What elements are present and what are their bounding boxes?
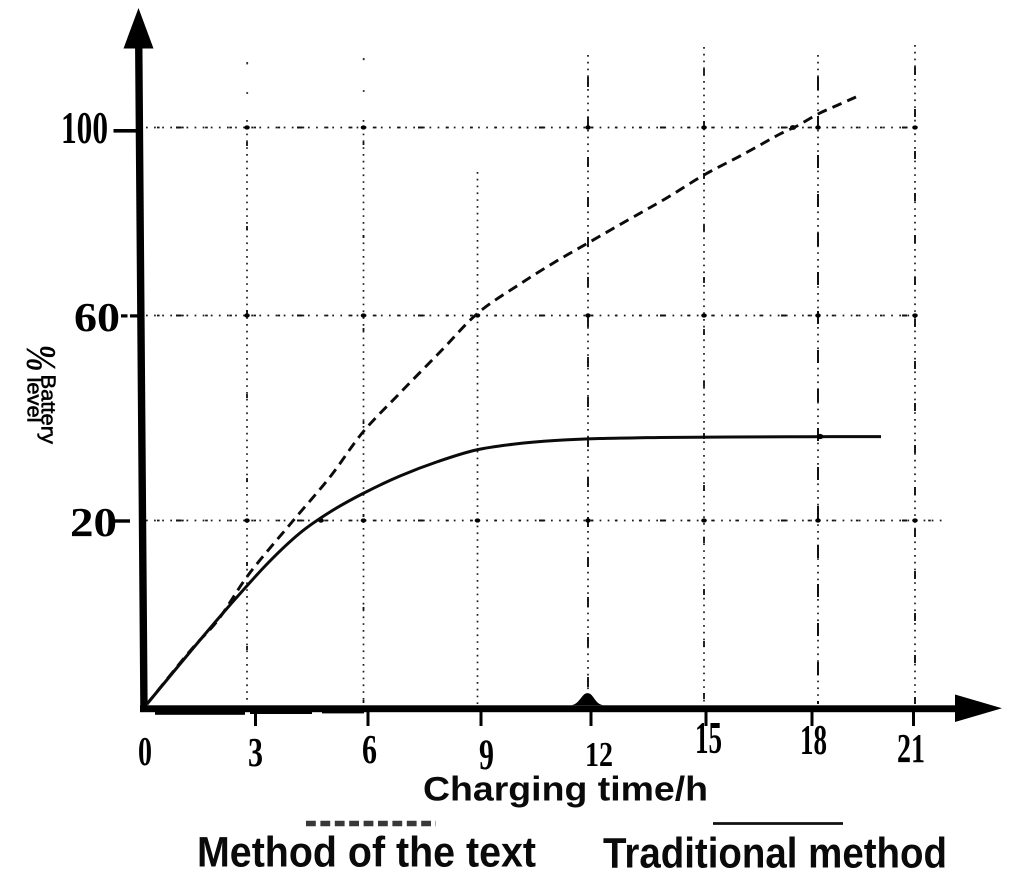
svg-text:18: 18 (800, 717, 827, 764)
svg-text:%: % (17, 345, 63, 372)
svg-text:20: 20 (70, 500, 117, 545)
svg-text:Traditional method: Traditional method (603, 830, 947, 878)
svg-text:12: 12 (585, 735, 613, 774)
svg-text:21: 21 (897, 726, 925, 771)
svg-text:3: 3 (248, 730, 263, 775)
svg-text:level: level (23, 378, 45, 423)
svg-text:0: 0 (138, 729, 152, 774)
svg-text:6: 6 (362, 727, 377, 772)
svg-text:9: 9 (479, 731, 494, 779)
svg-text:Method of the text: Method of the text (197, 829, 536, 877)
svg-text:Battery: Battery (37, 375, 59, 445)
svg-text:Charging time/h: Charging time/h (423, 771, 708, 809)
svg-text:60: 60 (74, 295, 120, 340)
svg-text:100: 100 (61, 103, 108, 153)
svg-text:15: 15 (695, 713, 722, 763)
